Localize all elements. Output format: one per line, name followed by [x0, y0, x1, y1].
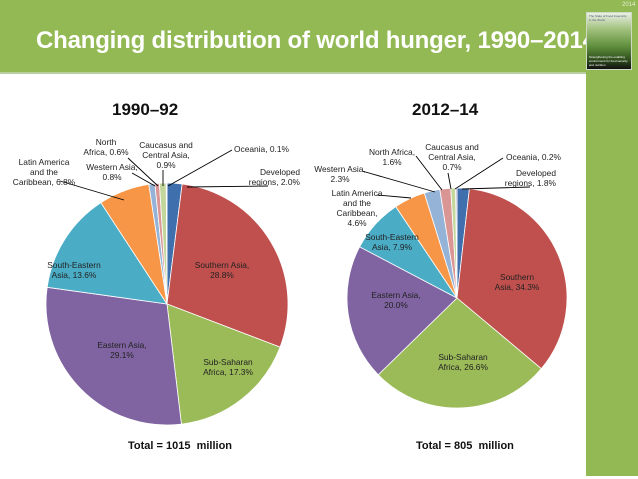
- data-label-southern-asia: Southern Asia, 34.3%: [495, 272, 540, 292]
- data-label-south-eastern-asia: South-Eastern Asia, 7.9%: [365, 232, 419, 252]
- report-cover-subtitle: Strengthening the enabling environment f…: [589, 55, 628, 67]
- pie-slice-sub-saharan-africa: [377, 297, 542, 409]
- data-label-latin-america-and-the-caribbean: Latin America and the Caribbean, 6.8%: [13, 157, 76, 187]
- leader-line-oceania: [167, 149, 233, 187]
- data-label-north-africa: North Africa, 0.6%: [83, 137, 129, 157]
- pie-total-1990: Total = 1015 million: [128, 440, 233, 452]
- header-bar: [0, 0, 638, 74]
- data-label-sub-saharan-africa: Sub-Saharan Africa, 26.6%: [438, 352, 488, 372]
- pie-slice-sub-saharan-africa: [166, 303, 281, 425]
- right-sidebar: [586, 72, 638, 476]
- slide-title: Changing distribution of world hunger, 1…: [36, 27, 596, 54]
- data-label-caucasus-and-central-asia: Caucasus and Central Asia, 0.7%: [425, 142, 479, 172]
- pie-slice-southern-asia: [456, 188, 568, 370]
- leader-line-north-africa: [415, 155, 443, 191]
- data-label-southern-asia: Southern Asia, 28.8%: [195, 260, 249, 280]
- pie-slice-eastern-asia: [346, 246, 458, 376]
- data-label-developed-regions: Developed regions, 1.8%: [505, 168, 557, 188]
- data-label-north-africa: North Africa, 1.6%: [369, 147, 415, 167]
- pie-slice-oceania: [165, 182, 168, 305]
- leader-line-caucasus-and-central-asia: [447, 172, 452, 190]
- pie-total-2012: Total = 805 million: [416, 440, 514, 452]
- data-label-western-asia: Western Asia, 0.8%: [86, 162, 138, 182]
- pie-slice-southern-asia: [166, 183, 289, 348]
- leader-line-western-asia: [131, 172, 156, 187]
- leader-line-western-asia: [361, 170, 436, 193]
- data-label-sub-saharan-africa: Sub-Saharan Africa, 17.3%: [203, 357, 253, 377]
- data-label-eastern-asia: Eastern Asia, 29.1%: [97, 340, 146, 360]
- pie-1990: Developed regions, 2.0% Southern Asia, 28.8…: [13, 137, 301, 426]
- pie-2012: Developed regions, 1.8% Southern Asia, 34.3…: [314, 142, 568, 409]
- pie-title-2012: 2012–14: [412, 100, 479, 119]
- leader-line-north-africa: [127, 157, 159, 187]
- data-label-developed-regions: Developed regions, 2.0%: [249, 167, 301, 187]
- pie-slice-south-eastern-asia: [46, 202, 168, 305]
- data-label-eastern-asia: Eastern Asia, 20.0%: [371, 290, 420, 310]
- leader-line-developed-regions: [186, 185, 269, 188]
- data-label-western-asia: Western Asia, 2.3%: [314, 164, 366, 184]
- leader-line-developed-regions: [461, 186, 531, 190]
- leader-line-latin-america-and-the-caribbean: [376, 194, 412, 199]
- data-label-south-eastern-asia: South-Eastern Asia, 13.6%: [47, 260, 101, 280]
- pie-slice-eastern-asia: [45, 286, 182, 426]
- report-cover-image: The State of Food Insecurity in the Worl…: [586, 12, 632, 70]
- leader-line-latin-america-and-the-caribbean: [59, 180, 125, 201]
- leader-line-oceania: [454, 157, 504, 190]
- data-label-oceania: Oceania, 0.2%: [506, 152, 561, 162]
- data-label-caucasus-and-central-asia: Caucasus and Central Asia, 0.9%: [139, 140, 193, 170]
- report-cover-title: The State of Food Insecurity in the Worl…: [589, 14, 627, 22]
- pie-title-1990: 1990–92: [112, 100, 179, 119]
- year-tag: 2014: [622, 2, 636, 8]
- data-label-oceania: Oceania, 0.1%: [234, 144, 289, 154]
- data-label-latin-america-and-the-caribbean: Latin America and the Caribbean, 4.6%: [332, 188, 383, 228]
